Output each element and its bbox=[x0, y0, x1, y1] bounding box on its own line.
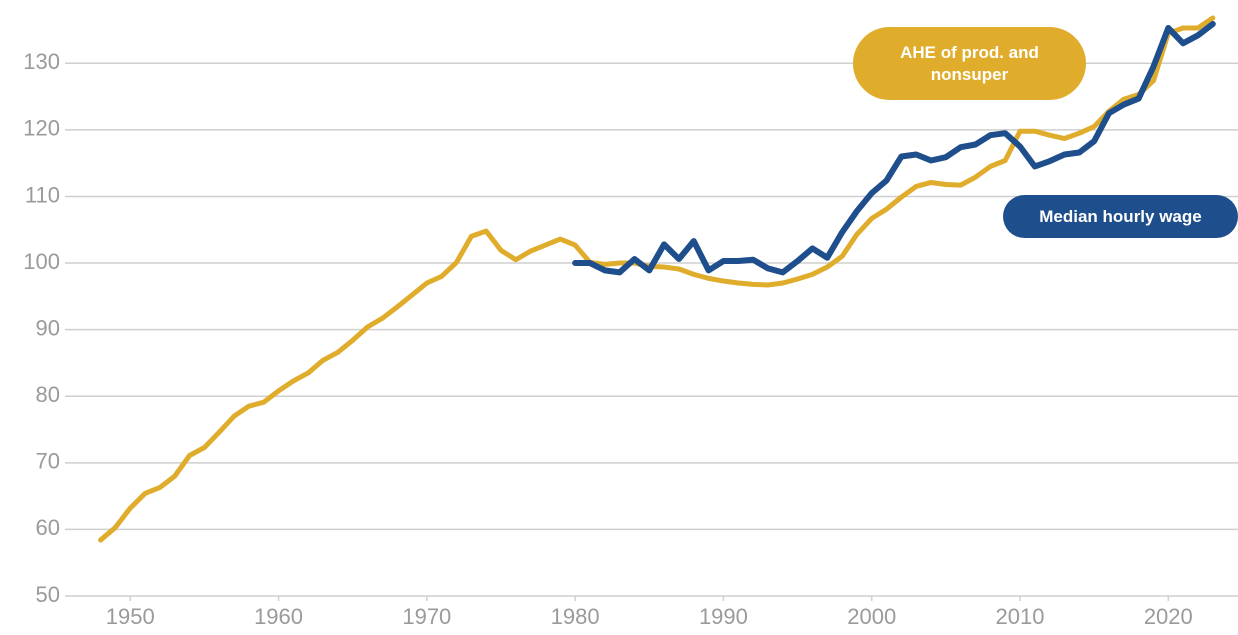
y-tick-label: 110 bbox=[25, 182, 60, 207]
y-tick-label: 80 bbox=[36, 382, 60, 407]
y-tick-label: 70 bbox=[36, 449, 60, 474]
x-tick-label: 2020 bbox=[1144, 604, 1193, 629]
x-tick-label: 1960 bbox=[254, 604, 303, 629]
x-tick-label: 2000 bbox=[847, 604, 896, 629]
y-tick-label: 100 bbox=[23, 249, 60, 274]
x-tick-label: 1970 bbox=[402, 604, 451, 629]
x-tick-label: 1990 bbox=[699, 604, 748, 629]
legend-entry: Median hourly wage bbox=[1003, 195, 1238, 238]
y-tick-label: 90 bbox=[36, 315, 60, 340]
series-line bbox=[572, 20, 1216, 276]
series-line bbox=[98, 15, 1216, 543]
x-tick-label: 2010 bbox=[996, 604, 1045, 629]
legend-entry: AHE of prod. and nonsuper bbox=[853, 27, 1086, 100]
y-tick-label: 130 bbox=[23, 49, 60, 74]
x-tick-label: 1950 bbox=[106, 604, 155, 629]
y-tick-label: 60 bbox=[36, 515, 60, 540]
y-tick-label: 120 bbox=[23, 116, 60, 141]
y-tick-label: 50 bbox=[36, 582, 60, 607]
x-tick-label: 1980 bbox=[551, 604, 600, 629]
